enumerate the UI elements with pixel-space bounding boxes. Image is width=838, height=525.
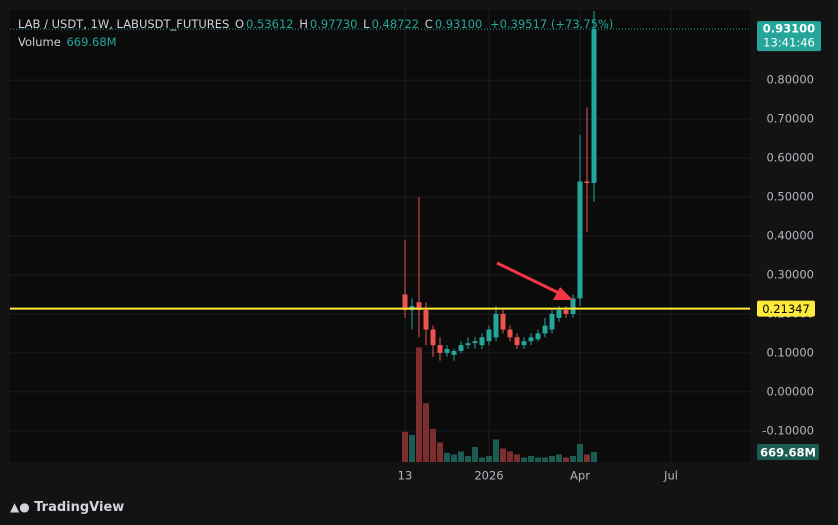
volume-bar	[472, 446, 478, 462]
volume-bar	[521, 457, 527, 462]
volume-bar	[591, 451, 597, 462]
candle-body	[423, 310, 429, 330]
candle-body	[570, 298, 576, 314]
candle-body	[458, 345, 464, 351]
candle-body	[500, 313, 506, 330]
candle-body	[444, 349, 450, 353]
arrow-head	[553, 287, 573, 300]
footer: ▲● TradingView	[10, 500, 125, 515]
candle-body	[416, 302, 422, 311]
change: +0.39517 (+73.75%)	[490, 17, 614, 31]
candle-body	[584, 181, 590, 184]
candle-body	[556, 310, 562, 318]
candle-body	[577, 181, 583, 299]
volume-bar	[458, 451, 464, 462]
brand: TradingView	[34, 500, 125, 515]
volume-bar	[402, 431, 408, 462]
volume-bar	[430, 428, 436, 462]
ohlc-key: L	[363, 17, 370, 31]
ohlc-key: C	[424, 17, 433, 31]
y-tick-label: 0.40000	[766, 229, 814, 243]
candle-body	[479, 337, 485, 346]
volume-label: Volume	[18, 35, 61, 49]
last-price-tag	[757, 21, 821, 52]
annotation-arrow	[496, 261, 573, 300]
candle-body	[563, 310, 569, 314]
volume-tag-label: 669.68M	[760, 446, 816, 460]
x-tick-label: Jul	[663, 469, 678, 483]
volume-bar	[409, 434, 415, 462]
candle-body	[507, 329, 513, 338]
volume-bar	[570, 455, 576, 462]
ohlc-key: H	[299, 17, 308, 31]
y-tick-label: 0.10000	[766, 345, 814, 359]
candle-body	[549, 313, 555, 330]
horizontal-line-label: 0.21347	[762, 302, 810, 316]
candle-body	[486, 329, 492, 342]
volume-bar	[549, 455, 555, 462]
volume-bar	[465, 455, 471, 462]
countdown: 13:41:46	[763, 36, 815, 50]
ohlc: O 0.53612 H 0.97730 L 0.48722 C 0.93100	[235, 17, 488, 31]
header: LAB / USDT, 1W, LABUSDT_FUTURES O 0.53612…	[18, 14, 615, 52]
candle-body	[451, 350, 457, 355]
volume-bar	[500, 448, 506, 462]
y-tick-label: 0.00000	[766, 384, 814, 398]
volume-bar	[584, 454, 590, 462]
volume-bar	[542, 457, 548, 462]
header-line: LAB / USDT, 1W, LABUSDT_FUTURES O 0.53612…	[18, 14, 615, 34]
x-tick-label: Apr	[570, 469, 590, 483]
last-price-label: 0.93100	[763, 22, 815, 36]
candle-body	[591, 29, 597, 183]
candle-body	[521, 341, 527, 346]
ohlc-value: 0.93100	[434, 17, 483, 31]
candle-body	[430, 329, 436, 346]
candle-body	[472, 341, 478, 344]
y-tick-label: 0.80000	[766, 73, 814, 87]
candle-body	[542, 325, 548, 334]
volume-bar	[556, 454, 562, 462]
volume-bar	[451, 454, 457, 462]
candle-body	[465, 343, 471, 346]
volume-bar	[577, 443, 583, 462]
volume-bar	[563, 457, 569, 462]
volume-bar	[423, 403, 429, 462]
volume-bar	[535, 457, 541, 462]
ohlc-value: 0.48722	[371, 17, 420, 31]
volume-bar	[493, 439, 499, 462]
candle-body	[528, 337, 534, 342]
y-tick-label: 0.70000	[766, 112, 814, 126]
y-tick-label: -0.10000	[762, 423, 814, 437]
volume-bar	[486, 455, 492, 462]
candle-body	[437, 345, 443, 353]
ohlc-value: 0.53612	[246, 17, 294, 31]
horizontal-line-tag	[757, 300, 815, 317]
x-tick-label: 13	[398, 469, 413, 483]
layers: -0.100000.000000.100000.200000.300000.40…	[10, 10, 821, 483]
volume-bar	[437, 442, 443, 462]
volume-tag	[757, 444, 819, 460]
symbol: LAB / USDT, 1W, LABUSDT_FUTURES	[18, 17, 230, 31]
candle-body	[493, 313, 499, 338]
ohlc-value: 0.97730	[309, 17, 358, 31]
y-tick-label: 0.30000	[766, 267, 814, 281]
volume-bar	[416, 347, 422, 462]
volume-value: 669.68M	[66, 35, 117, 49]
x-tick-label: 2026	[474, 469, 503, 483]
ohlc-key: O	[234, 17, 245, 31]
volume-bar	[444, 452, 450, 462]
volume-bar	[507, 451, 513, 462]
arrow-shaft	[496, 261, 564, 297]
volume-bar	[514, 454, 520, 462]
y-tick-label: 0.50000	[766, 190, 814, 204]
candle-body	[402, 294, 408, 311]
volume-bar	[479, 457, 485, 462]
y-tick-label: 0.60000	[766, 151, 814, 165]
volume-bar	[528, 455, 534, 462]
volume-line: Volume 669.68M	[18, 32, 615, 52]
candle-body	[514, 337, 520, 346]
candle-body	[535, 333, 541, 340]
